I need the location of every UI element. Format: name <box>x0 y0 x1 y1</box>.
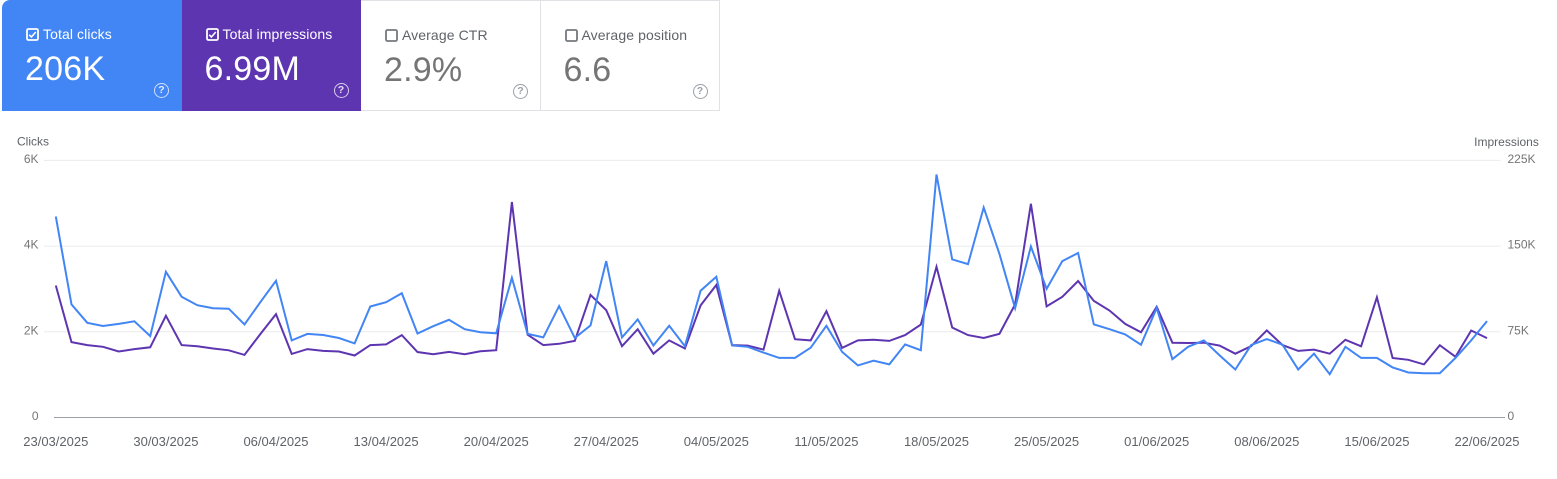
svg-text:0: 0 <box>1508 409 1515 423</box>
svg-text:30/03/2025: 30/03/2025 <box>133 434 198 449</box>
svg-text:6K: 6K <box>24 152 39 166</box>
svg-text:22/06/2025: 22/06/2025 <box>1454 434 1519 449</box>
svg-text:27/04/2025: 27/04/2025 <box>574 434 639 449</box>
svg-text:2K: 2K <box>24 323 39 337</box>
svg-text:75K: 75K <box>1508 323 1529 337</box>
svg-text:0: 0 <box>32 409 39 423</box>
svg-text:25/05/2025: 25/05/2025 <box>1014 434 1079 449</box>
svg-text:04/05/2025: 04/05/2025 <box>684 434 749 449</box>
svg-text:4K: 4K <box>24 238 39 252</box>
svg-text:11/05/2025: 11/05/2025 <box>794 434 858 449</box>
svg-text:20/04/2025: 20/04/2025 <box>464 434 529 449</box>
svg-text:13/04/2025: 13/04/2025 <box>354 434 419 449</box>
svg-text:01/06/2025: 01/06/2025 <box>1124 434 1189 449</box>
svg-text:225K: 225K <box>1508 152 1536 166</box>
svg-text:23/03/2025: 23/03/2025 <box>23 434 88 449</box>
svg-text:Clicks: Clicks <box>17 135 49 149</box>
svg-text:08/06/2025: 08/06/2025 <box>1234 434 1299 449</box>
svg-text:15/06/2025: 15/06/2025 <box>1344 434 1409 449</box>
svg-text:06/04/2025: 06/04/2025 <box>243 434 308 449</box>
svg-text:150K: 150K <box>1508 238 1536 252</box>
svg-text:18/05/2025: 18/05/2025 <box>904 434 969 449</box>
svg-text:Impressions: Impressions <box>1474 135 1539 149</box>
